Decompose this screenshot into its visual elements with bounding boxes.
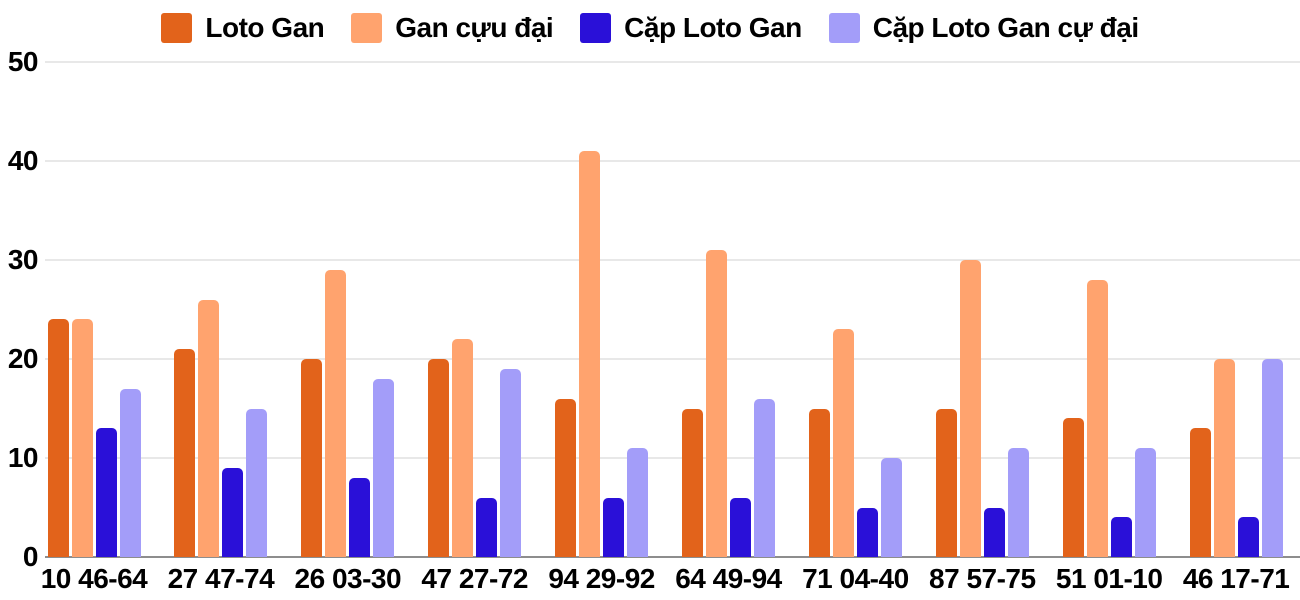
bar-series1-group7[interactable]	[808, 408, 830, 557]
legend-label: Cặp Loto Gan cự đại	[872, 12, 1139, 43]
y-axis-tick-0: 0	[22, 541, 39, 572]
y-axis-tick-10: 10	[7, 442, 39, 473]
bar-group-1	[47, 37, 141, 557]
bar-series4-group9[interactable]	[1134, 448, 1156, 557]
bar-series1-group6[interactable]	[682, 408, 703, 557]
bar-series4-group10[interactable]	[1261, 359, 1283, 557]
bar-series1-group2[interactable]	[174, 349, 196, 557]
bar-series1-group5[interactable]	[555, 398, 577, 557]
bar-series2-group5[interactable]	[579, 151, 601, 557]
bar-series4-group4[interactable]	[500, 368, 522, 557]
x-axis-label-10: 46 17-71	[1182, 563, 1290, 594]
bar-series3-group1[interactable]	[95, 428, 117, 557]
bar-series2-group1[interactable]	[71, 319, 93, 557]
legend: Loto Gan Gan cựu đại Cặp Loto Gan Cặp Loto …	[0, 10, 1300, 46]
legend-swatch	[580, 13, 612, 43]
bar-series1-group10[interactable]	[1189, 428, 1211, 557]
bar-series2-group8[interactable]	[959, 260, 981, 557]
bar-series4-group5[interactable]	[627, 448, 649, 557]
legend-swatch	[351, 13, 383, 43]
bar-series3-group8[interactable]	[983, 507, 1005, 557]
x-axis-label-8: 87 57-75	[929, 563, 1036, 594]
bar-group-4	[428, 37, 522, 557]
bar-series3-group7[interactable]	[856, 507, 878, 557]
legend-item-1[interactable]: Loto Gan	[161, 12, 325, 44]
bar-series4-group6[interactable]	[754, 398, 775, 557]
legend-item-3[interactable]: Cặp Loto Gan	[580, 12, 802, 44]
bar-group-10	[1189, 37, 1283, 557]
legend-label: Cặp Loto Gan	[624, 12, 802, 43]
bar-series3-group6[interactable]	[730, 497, 751, 557]
legend-item-4[interactable]: Cặp Loto Gan cự đại	[828, 12, 1139, 44]
x-axis-baseline	[45, 556, 1300, 558]
y-axis-tick-30: 30	[7, 244, 39, 275]
bar-series3-group9[interactable]	[1110, 517, 1132, 557]
bar-group-5	[555, 37, 649, 557]
x-axis-label-6: 64 49-94	[675, 563, 782, 594]
x-axis-label-1: 10 46-64	[40, 563, 148, 594]
bar-series2-group3[interactable]	[325, 269, 347, 557]
legend-label: Gan cựu đại	[395, 12, 554, 43]
bar-series2-group4[interactable]	[452, 339, 474, 557]
y-axis-tick-40: 40	[7, 145, 39, 176]
bar-series2-group9[interactable]	[1086, 279, 1108, 557]
bar-series3-group5[interactable]	[603, 497, 625, 557]
bar-group-6	[682, 37, 775, 557]
gridline-40	[45, 160, 1300, 162]
bar-series3-group2[interactable]	[222, 467, 244, 557]
x-axis-label-2: 27 47-74	[167, 563, 275, 594]
bar-series4-group1[interactable]	[119, 388, 141, 557]
bar-series4-group2[interactable]	[246, 408, 268, 557]
y-axis-tick-50: 50	[7, 46, 39, 77]
bar-group-9	[1062, 37, 1156, 557]
bar-series3-group3[interactable]	[349, 477, 371, 557]
bar-series4-group8[interactable]	[1007, 448, 1029, 557]
bar-series1-group3[interactable]	[301, 359, 323, 557]
bar-series3-group10[interactable]	[1237, 517, 1259, 557]
bar-group-8	[935, 37, 1029, 557]
legend-label: Loto Gan	[205, 12, 325, 43]
x-axis-label-3: 26 03-30	[294, 563, 402, 594]
legend-item-2[interactable]: Gan cựu đại	[351, 12, 554, 44]
bar-series2-group6[interactable]	[706, 250, 727, 557]
gridline-20	[45, 358, 1300, 360]
y-axis-tick-20: 20	[7, 343, 39, 374]
x-axis-label-4: 47 27-72	[421, 563, 528, 594]
gridline-30	[45, 259, 1300, 261]
legend-swatch	[828, 13, 860, 43]
x-axis-label-5: 94 29-92	[548, 563, 655, 594]
bar-series1-group9[interactable]	[1062, 418, 1084, 557]
bar-series2-group10[interactable]	[1213, 359, 1235, 557]
bar-series1-group8[interactable]	[935, 408, 957, 557]
x-axis-label-9: 51 01-10	[1055, 563, 1163, 594]
bar-group-3	[301, 37, 395, 557]
bar-series1-group1[interactable]	[47, 319, 69, 557]
bar-series2-group2[interactable]	[198, 299, 220, 557]
gridline-10	[45, 457, 1300, 459]
bar-series2-group7[interactable]	[832, 329, 854, 557]
bar-series1-group4[interactable]	[428, 359, 450, 557]
bar-series4-group3[interactable]	[373, 378, 395, 557]
bar-series3-group4[interactable]	[476, 497, 498, 557]
legend-swatch	[161, 13, 193, 43]
bar-group-2	[174, 37, 268, 557]
gridline-50	[45, 61, 1300, 63]
x-axis-label-7: 71 04-40	[802, 563, 909, 594]
bar-series4-group7[interactable]	[880, 458, 902, 557]
bar-group-7	[808, 37, 902, 557]
